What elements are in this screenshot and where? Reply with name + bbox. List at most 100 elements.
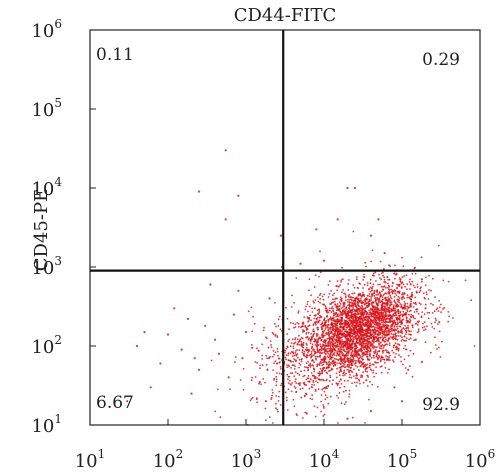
scatter-point xyxy=(265,419,267,421)
scatter-point xyxy=(376,339,379,342)
scatter-point xyxy=(403,313,406,316)
scatter-point xyxy=(411,294,414,296)
scatter-point xyxy=(317,313,319,316)
scatter-point xyxy=(403,306,406,309)
scatter-point xyxy=(324,398,327,401)
scatter-point xyxy=(357,335,360,338)
scatter-point xyxy=(276,408,279,411)
scatter-point xyxy=(332,298,334,301)
scatter-point xyxy=(351,322,354,325)
scatter-point xyxy=(350,353,353,356)
scatter-point xyxy=(404,285,407,288)
scatter-point xyxy=(369,290,371,293)
scatter-point xyxy=(306,300,309,303)
scatter-point xyxy=(383,333,386,335)
scatter-point xyxy=(286,409,289,411)
scatter-point xyxy=(407,354,410,357)
scatter-point xyxy=(375,280,377,282)
scatter-point xyxy=(394,323,397,325)
scatter-point xyxy=(308,305,311,308)
scatter-point xyxy=(340,348,343,350)
scatter-point xyxy=(363,293,365,296)
quadrant-lower-right-value: 92.9 xyxy=(422,395,460,415)
scatter-point xyxy=(313,384,316,386)
scatter-point xyxy=(329,362,332,364)
scatter-point xyxy=(308,278,311,281)
scatter-point xyxy=(343,292,345,295)
scatter-point xyxy=(396,323,399,326)
scatter-point xyxy=(287,354,289,357)
scatter-point xyxy=(370,325,373,327)
scatter-point xyxy=(330,318,333,321)
scatter-point xyxy=(314,415,317,418)
scatter-point xyxy=(339,355,342,358)
scatter-point xyxy=(213,338,217,341)
scatter-point xyxy=(344,296,347,299)
scatter-point xyxy=(361,301,364,303)
scatter-point xyxy=(262,378,265,380)
scatter-point xyxy=(363,336,366,339)
scatter-point xyxy=(384,355,387,357)
scatter-point xyxy=(338,352,341,355)
scatter-point xyxy=(355,359,358,362)
scatter-point xyxy=(298,384,301,387)
scatter-point xyxy=(373,351,375,353)
scatter-point xyxy=(333,322,336,325)
scatter-point xyxy=(359,320,361,323)
scatter-point xyxy=(355,340,358,342)
scatter-point xyxy=(367,326,370,329)
scatter-point xyxy=(395,274,397,276)
scatter-point xyxy=(263,326,265,329)
scatter-point xyxy=(370,297,373,299)
scatter-point xyxy=(390,324,393,327)
scatter-point xyxy=(267,357,270,360)
scatter-point xyxy=(313,375,315,377)
scatter-point xyxy=(173,307,176,310)
scatter-point xyxy=(338,326,341,329)
scatter-point xyxy=(319,343,322,346)
scatter-point xyxy=(358,369,360,371)
scatter-point xyxy=(302,375,304,378)
scatter-point xyxy=(334,328,336,331)
scatter-point xyxy=(376,351,379,353)
scatter-point xyxy=(302,417,304,419)
scatter-point xyxy=(287,375,290,378)
scatter-point xyxy=(324,334,326,337)
scatter-point xyxy=(388,264,390,266)
scatter-point xyxy=(311,343,314,346)
scatter-point xyxy=(298,366,300,369)
scatter-point xyxy=(357,301,360,304)
scatter-point xyxy=(396,327,399,330)
scatter-point xyxy=(296,343,299,345)
scatter-point xyxy=(325,309,327,311)
scatter-point xyxy=(256,401,258,404)
scatter-point xyxy=(346,326,349,329)
scatter-point xyxy=(305,354,308,356)
scatter-point xyxy=(388,288,390,291)
scatter-point xyxy=(312,328,315,331)
scatter-point xyxy=(388,278,391,281)
scatter-point xyxy=(414,286,416,289)
scatter-point xyxy=(333,357,336,360)
scatter-point xyxy=(328,380,331,382)
scatter-point xyxy=(403,339,405,342)
scatter-point xyxy=(274,335,277,337)
scatter-point xyxy=(388,344,391,347)
scatter-point xyxy=(334,361,337,363)
scatter-point xyxy=(390,301,393,303)
scatter-point xyxy=(278,372,281,375)
scatter-point xyxy=(296,353,299,355)
scatter-point xyxy=(391,316,394,318)
scatter-point xyxy=(319,301,321,304)
scatter-point xyxy=(368,316,371,318)
scatter-point xyxy=(357,293,360,295)
scatter-point xyxy=(264,381,266,384)
scatter-point xyxy=(349,305,351,308)
scatter-point xyxy=(296,349,298,351)
scatter-point xyxy=(412,284,415,287)
scatter-point xyxy=(319,360,322,363)
scatter-point xyxy=(265,363,268,366)
scatter-point xyxy=(318,310,321,313)
scatter-point xyxy=(323,407,325,409)
scatter-point xyxy=(376,290,379,293)
